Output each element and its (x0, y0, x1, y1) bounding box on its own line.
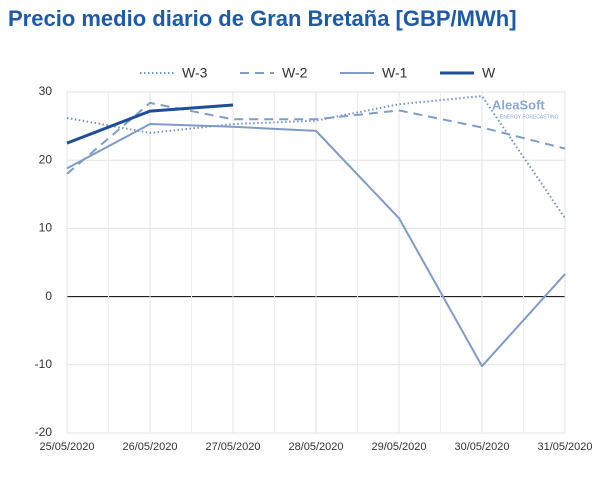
x-tick-label: 31/05/2020 (537, 441, 592, 453)
series-line (66, 101, 566, 175)
y-tick-label: 0 (45, 289, 52, 303)
watermark: AleaSoft (492, 97, 545, 112)
legend-label: W (482, 65, 496, 81)
y-tick-label: 20 (39, 152, 53, 166)
x-tick-label: 26/05/2020 (122, 441, 177, 453)
series-line (66, 103, 234, 145)
watermark-sub: ENERGY FORECASTING (500, 114, 559, 120)
x-tick-label: 30/05/2020 (454, 441, 509, 453)
y-tick-label: -20 (35, 425, 53, 439)
y-tick-label: 30 (39, 84, 53, 98)
legend-label: W-2 (282, 65, 308, 81)
y-tick-label: 10 (39, 221, 53, 235)
y-tick-label: -10 (35, 357, 53, 371)
legend-label: W-1 (382, 65, 408, 81)
x-tick-label: 28/05/2020 (288, 441, 343, 453)
x-tick-label: 27/05/2020 (205, 441, 260, 453)
legend-label: W-3 (182, 65, 208, 81)
chart-title: Precio medio diario de Gran Bretaña [GBP… (8, 6, 517, 31)
series-line (66, 95, 566, 219)
x-tick-label: 29/05/2020 (371, 441, 426, 453)
x-tick-label: 25/05/2020 (39, 441, 94, 453)
series-line (66, 123, 566, 368)
